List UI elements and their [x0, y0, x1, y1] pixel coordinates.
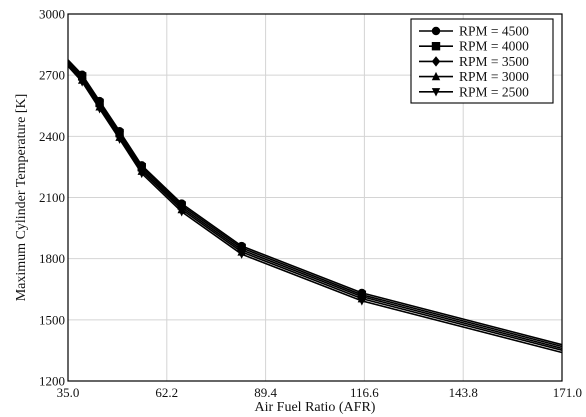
y-tick-label: 1200: [39, 374, 65, 389]
data-point-triangle-down: [237, 250, 246, 259]
legend-marker-circle: [431, 26, 441, 36]
x-tick-label: 171.0: [553, 385, 582, 400]
y-axis-ticks: 1200 1500 1800 2100 2400 2700 3000: [39, 7, 65, 389]
series-4: [67, 64, 563, 351]
series-line: [67, 64, 563, 351]
series-line: [67, 65, 563, 354]
legend-marker-triangle-down: [431, 88, 441, 97]
y-axis-title: Maximum Cylinder Temperature [K]: [14, 94, 29, 302]
data-point-triangle-down: [95, 105, 104, 114]
x-tick-label: 35.0: [57, 385, 80, 400]
y-tick-label: 3000: [39, 7, 65, 22]
legend-item: RPM = 2500: [419, 84, 529, 99]
legend-label: RPM = 3000: [459, 69, 529, 84]
legend-marker-diamond: [431, 56, 441, 67]
legend-label: RPM = 4500: [459, 24, 529, 39]
data-point-triangle-down: [115, 135, 124, 144]
legend-label: RPM = 4000: [459, 39, 529, 54]
x-tick-label: 62.2: [155, 385, 178, 400]
series-line: [67, 62, 563, 350]
y-tick-label: 2700: [39, 68, 65, 83]
legend-marker-square: [431, 42, 441, 51]
y-tick-label: 2100: [39, 190, 65, 205]
series-5: [67, 65, 563, 354]
y-tick-label: 1800: [39, 251, 65, 266]
legend-label: RPM = 2500: [459, 84, 529, 99]
y-tick-label: 2400: [39, 129, 65, 144]
legend-item: RPM = 4000: [419, 39, 529, 54]
legend-item: RPM = 3000: [419, 69, 529, 84]
legend-item: RPM = 3500: [419, 54, 529, 69]
x-tick-label: 143.8: [449, 385, 478, 400]
data-point-triangle-down: [137, 169, 146, 179]
data-point-triangle-down: [177, 208, 186, 217]
data-point-triangle-down: [357, 297, 367, 306]
data-point-triangle-down: [77, 78, 87, 87]
x-tick-label: 116.6: [350, 385, 379, 400]
legend-label: RPM = 3500: [459, 54, 529, 69]
series-2: [67, 60, 563, 348]
x-axis-ticks: 35.0 62.2 89.4 116.6 143.8 171.0: [57, 385, 582, 400]
plot-area-frame: [67, 13, 563, 382]
series-line: [67, 60, 563, 348]
legend-marker-triangle-up: [431, 71, 441, 81]
series-3: [67, 62, 563, 350]
series-lines: [67, 59, 563, 354]
x-axis-title: Air Fuel Ratio (AFR): [255, 400, 376, 415]
y-tick-label: 1500: [39, 312, 65, 327]
legend-item: RPM = 4500: [419, 24, 529, 39]
x-tick-label: 89.4: [254, 385, 277, 400]
